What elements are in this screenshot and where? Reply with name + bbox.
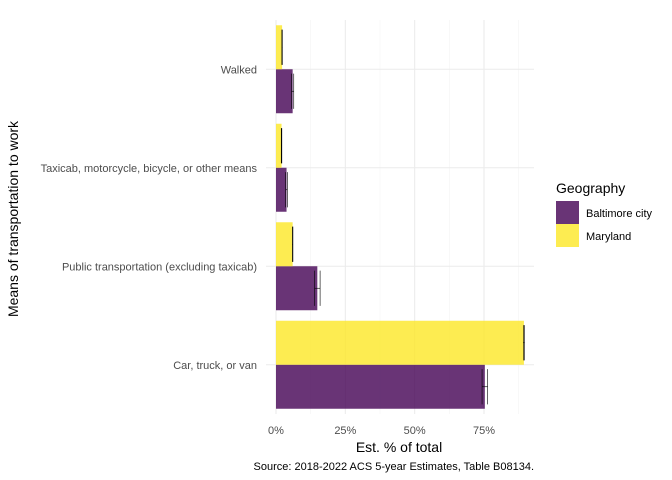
bars [276, 25, 524, 409]
bar-maryland [276, 222, 293, 267]
bar-maryland [276, 123, 282, 168]
y-axis-title: Means of transportation to work [5, 120, 21, 317]
x-tick-label: 25% [334, 425, 356, 437]
bar-baltimore-city [276, 167, 287, 212]
legend-label: Maryland [586, 231, 631, 243]
legend-swatch [556, 224, 579, 247]
legend-label: Baltimore city [586, 208, 653, 220]
legend-swatch [556, 201, 579, 224]
y-tick-label: Public transportation (excluding taxicab… [62, 261, 257, 273]
x-tick-label: 0% [268, 425, 284, 437]
x-tick-labels: 0% 25% 50% 75% [268, 425, 495, 437]
legend: Geography Baltimore city Maryland [556, 180, 653, 247]
y-tick-label: Walked [221, 64, 257, 76]
bar-baltimore-city [276, 364, 485, 409]
caption: Source: 2018-2022 ACS 5-year Estimates, … [254, 461, 534, 473]
bar-maryland [276, 25, 283, 70]
x-tick-label: 75% [473, 425, 495, 437]
x-axis-title: Est. % of total [356, 439, 442, 455]
y-tick-label: Car, truck, or van [173, 360, 257, 372]
y-tick-label: Taxicab, motorcycle, bicycle, or other m… [41, 163, 258, 175]
bar-maryland [276, 320, 524, 365]
bar-baltimore-city [276, 69, 293, 114]
error-bars [280, 29, 525, 405]
legend-items: Baltimore city Maryland [556, 201, 653, 247]
y-tick-labels: Car, truck, or van Public transportation … [41, 64, 258, 372]
bar-baltimore-city [276, 266, 318, 311]
x-tick-label: 50% [404, 425, 426, 437]
legend-title: Geography [556, 180, 625, 196]
